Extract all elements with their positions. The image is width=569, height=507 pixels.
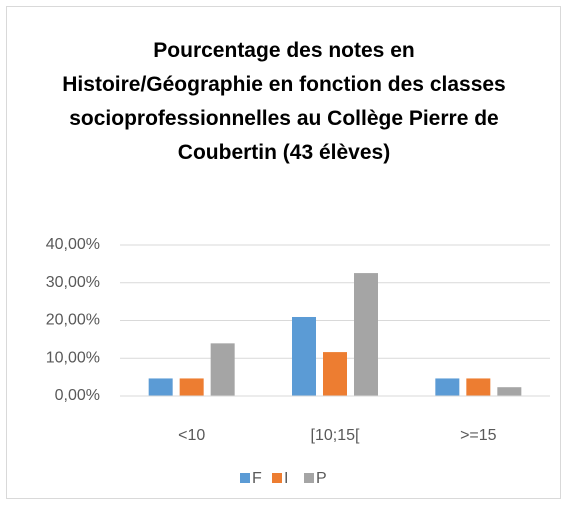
- bar: [292, 316, 316, 396]
- x-tick-label: >=15: [460, 427, 497, 444]
- bar: [179, 378, 204, 396]
- y-tick-label: 30,00%: [46, 274, 100, 291]
- legend-swatch: [272, 473, 282, 483]
- y-tick-label: 40,00%: [46, 236, 100, 253]
- bar: [435, 378, 460, 396]
- y-tick-label: 20,00%: [46, 312, 100, 329]
- chart-frame: [6, 6, 561, 499]
- legend-label: I: [284, 470, 288, 487]
- legend-label: F: [252, 470, 262, 487]
- y-tick-label: 10,00%: [46, 349, 100, 366]
- bar: [466, 378, 491, 396]
- bar: [148, 378, 173, 396]
- legend-label: P: [316, 470, 327, 487]
- y-tick-label: 0,00%: [55, 387, 100, 404]
- legend-swatch: [304, 473, 314, 483]
- x-tick-label: <10: [178, 427, 205, 444]
- bar: [323, 352, 347, 396]
- legend-swatch: [240, 473, 250, 483]
- x-tick-label: [10;15[: [311, 427, 360, 444]
- chart-title: Pourcentage des notes en Histoire/Géogra…: [62, 39, 506, 164]
- bar: [210, 343, 235, 396]
- bar: [354, 273, 378, 396]
- bar: [497, 387, 522, 396]
